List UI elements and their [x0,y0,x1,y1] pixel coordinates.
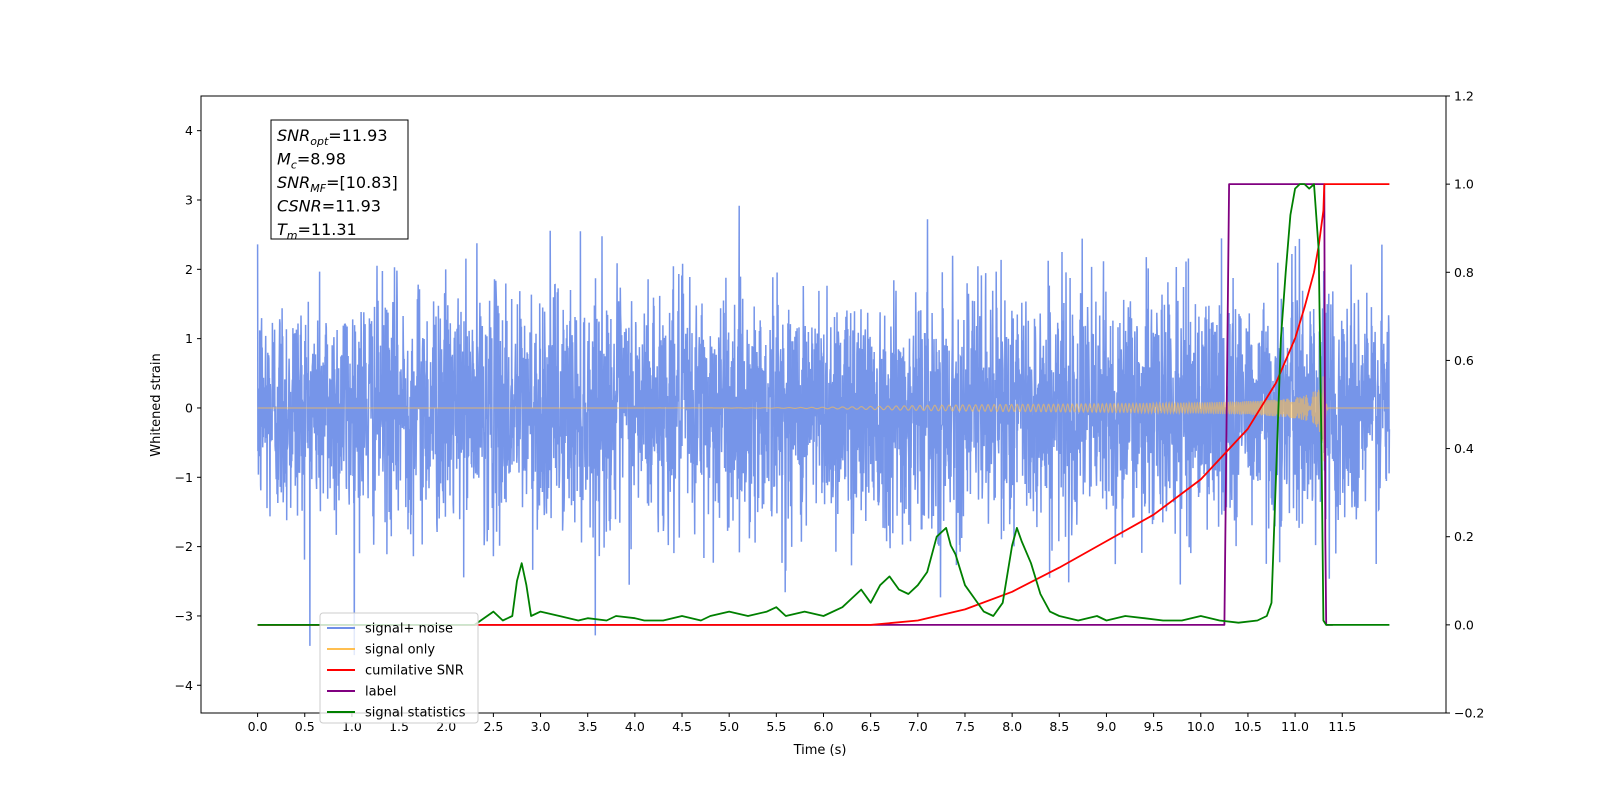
x-tick-label: 7.5 [955,719,975,734]
x-tick-label: 7.0 [908,719,928,734]
y2-tick-label: 1.2 [1454,89,1474,104]
y-tick-label: −2 [175,539,193,554]
y-tick-label: 1 [185,331,193,346]
x-tick-label: 0.5 [295,719,315,734]
right-axis-series [257,183,1390,626]
x-tick-label: 4.0 [625,719,645,734]
y-tick-label: −4 [175,678,193,693]
legend-entry-label: label [365,685,396,700]
y2-tick-label: 1.0 [1454,177,1474,192]
y2-tick-label: 0.2 [1454,529,1474,544]
x-tick-label: 0.0 [248,719,268,734]
annotation-line: Mc=8.98 [277,150,346,172]
legend-entry-label: cumilative SNR [365,664,464,679]
annotation-frame [270,119,409,240]
annotation-line: Tm=11.31 [277,220,357,242]
series-signal-only [257,376,1390,462]
annotation-line: SNRopt=11.93 [277,126,388,148]
cumilative-snr-line [257,183,1390,626]
y2-axis: −0.2 0.0 0.2 0.4 0.6 0.8 1.0 1.2 [1446,89,1484,721]
y-tick-label: 2 [185,262,193,277]
y2-tick-label: 0.8 [1454,265,1474,280]
y2-tick-label: 0.4 [1454,441,1474,456]
x-tick-label: 8.5 [1049,719,1069,734]
x-tick-label: 10.0 [1187,719,1215,734]
legend-entry-label: signal only [365,643,435,658]
signal-only-line [257,376,1390,462]
x-tick-label: 9.5 [1144,719,1164,734]
x-tick-label: 11.5 [1328,719,1356,734]
series-signal-noise [256,205,1391,656]
legend-entry-label: signal+ noise [365,622,453,637]
x-tick-label: 10.5 [1234,719,1262,734]
x-tick-label: 8.0 [1002,719,1022,734]
annotation-line: CSNR=11.93 [277,197,381,216]
signal-noise-line [256,205,1391,656]
x-tick-label: 2.5 [483,719,503,734]
signal-statistics-line [257,183,1390,626]
x-tick-label: 3.5 [578,719,598,734]
y-tick-label: −3 [175,608,193,623]
x-axis-label: Time (s) [793,743,847,758]
x-tick-label: 5.0 [719,719,739,734]
y-tick-label: 4 [185,123,193,138]
x-tick-label: 3.0 [531,719,551,734]
y-tick-label: 3 [185,192,193,207]
legend: signal+ noise signal only cumilative SNR la… [319,612,479,724]
legend-entry-label: signal statistics [365,706,466,721]
y2-tick-label: 0.0 [1454,617,1474,632]
y2-tick-label: 0.6 [1454,353,1474,368]
y2-tick-label: −0.2 [1454,706,1484,721]
y-tick-label: −1 [175,470,193,485]
legend-frame [319,612,479,724]
x-tick-label: 11.0 [1281,719,1309,734]
y-axis: −4 −3 −2 −1 0 1 2 3 4 [175,123,201,693]
y-tick-label: 0 [185,400,193,415]
x-tick-label: 5.5 [766,719,786,734]
y-axis-label: Whitened strain [149,353,164,456]
x-tick-label: 9.0 [1097,719,1117,734]
x-tick-label: 6.5 [861,719,881,734]
annotation-line: SNRMF=[10.83] [277,173,398,195]
x-tick-label: 4.5 [672,719,692,734]
x-tick-label: 6.0 [814,719,834,734]
